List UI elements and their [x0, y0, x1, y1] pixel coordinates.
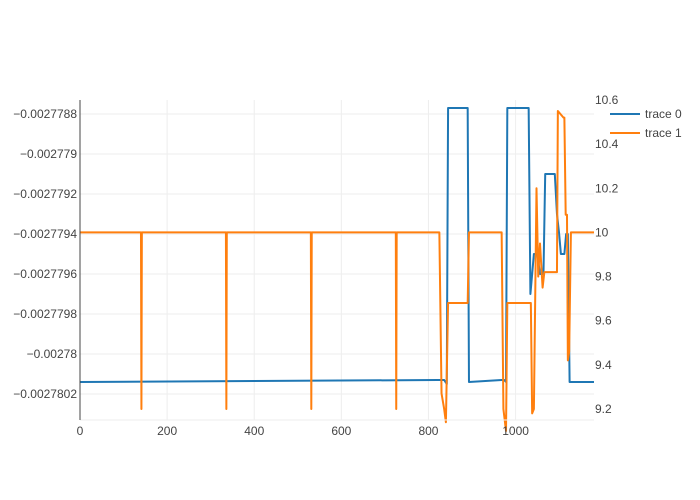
y2-tick-label: 10.6 — [595, 93, 619, 107]
y-tick-label: −0.0027794 — [13, 227, 77, 241]
series-line-trace-1 — [80, 110, 594, 433]
x-axis-ticks: 0 200 400 600 800 1000 — [77, 424, 530, 438]
y-axis-ticks: −0.0027788 −0.002779 −0.0027792 −0.0027794 −… — [13, 107, 77, 401]
y-tick-label: −0.0027788 — [13, 107, 77, 121]
y2-axis-ticks: 9.2 9.4 9.6 9.8 10 10.2 10.4 10.6 — [595, 93, 619, 416]
y2-tick-label: 10.2 — [595, 181, 619, 195]
y2-tick-label: 9.4 — [595, 358, 612, 372]
series-layer — [79, 107, 594, 433]
legend-label: trace 0 — [645, 107, 682, 121]
x-tick-label: 600 — [331, 424, 351, 438]
y2-tick-label: 10 — [595, 225, 609, 239]
x-tick-label: 0 — [77, 424, 84, 438]
y-tick-label: −0.002779 — [20, 147, 77, 161]
legend-label: trace 1 — [645, 126, 682, 140]
y-tick-label: −0.00278 — [27, 347, 78, 361]
y2-tick-label: 9.6 — [595, 314, 612, 328]
y2-tick-label: 9.8 — [595, 270, 612, 284]
y2-tick-label: 10.4 — [595, 137, 619, 151]
legend: trace 0 trace 1 — [610, 107, 682, 140]
x-tick-label: 1000 — [502, 424, 529, 438]
x-tick-label: 400 — [244, 424, 264, 438]
grid-layer — [80, 100, 594, 420]
y-tick-label: −0.0027796 — [13, 267, 77, 281]
y-tick-label: −0.0027798 — [13, 307, 77, 321]
x-tick-label: 800 — [418, 424, 438, 438]
x-tick-label: 200 — [157, 424, 177, 438]
y-tick-label: −0.0027792 — [13, 187, 77, 201]
y-tick-label: −0.0027802 — [13, 387, 77, 401]
y2-tick-label: 9.2 — [595, 402, 612, 416]
